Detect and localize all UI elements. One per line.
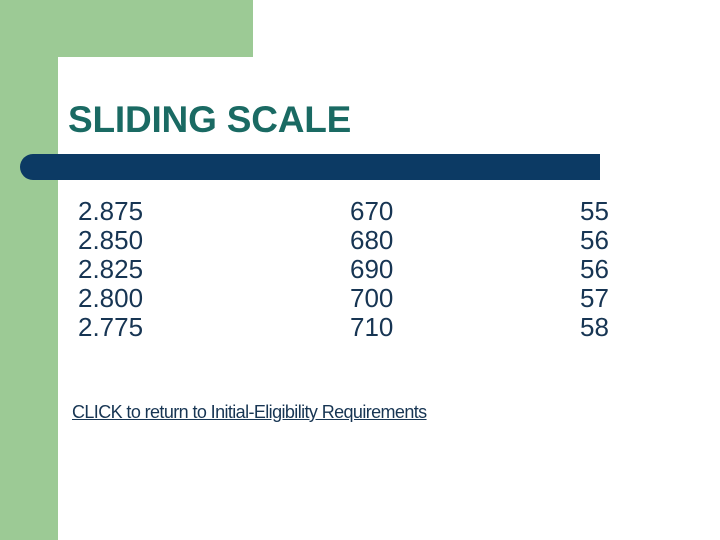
table-cell: 56 <box>580 254 609 284</box>
table-column-right: 55 56 56 57 58 <box>580 197 609 342</box>
table-cell: 56 <box>580 225 609 255</box>
table-cell: 2.850 <box>78 225 144 255</box>
title-divider-bar <box>20 154 600 180</box>
table-cell: 2.875 <box>78 196 144 226</box>
page-title: SLIDING SCALE <box>68 99 352 140</box>
left-green-band <box>0 0 58 540</box>
table-cell: 710 <box>350 312 394 342</box>
table-cell: 2.800 <box>78 283 144 313</box>
return-to-eligibility-link[interactable]: CLICK to return to Initial-Eligibility R… <box>72 402 427 422</box>
table-cell: 680 <box>350 225 394 255</box>
table-column-middle: 670 680 690 700 710 <box>350 197 393 342</box>
table-column-gpa: 2.875 2.850 2.825 2.800 2.775 <box>78 197 143 342</box>
content-panel <box>58 57 720 540</box>
table-cell: 2.825 <box>78 254 144 284</box>
top-green-band <box>0 0 253 57</box>
table-cell: 700 <box>350 283 394 313</box>
table-cell: 690 <box>350 254 394 284</box>
table-cell: 57 <box>580 283 609 313</box>
table-cell: 670 <box>350 196 394 226</box>
table-cell: 2.775 <box>78 312 144 342</box>
table-cell: 55 <box>580 196 609 226</box>
table-cell: 58 <box>580 312 609 342</box>
